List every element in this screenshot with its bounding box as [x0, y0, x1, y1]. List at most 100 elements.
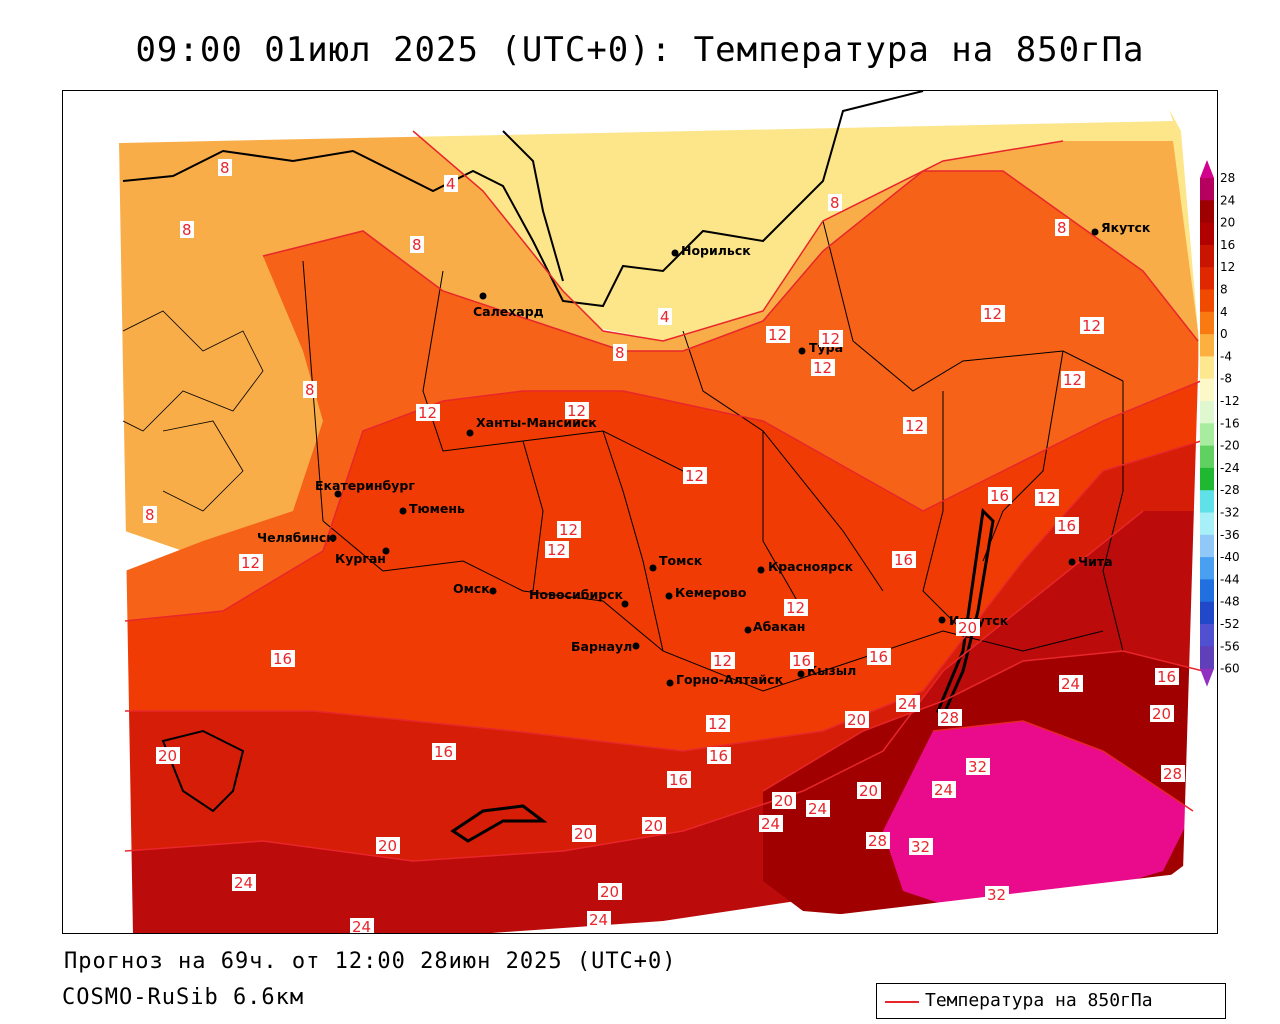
svg-text:12: 12	[983, 305, 1002, 323]
svg-text:8: 8	[830, 194, 840, 212]
svg-text:12: 12	[559, 521, 578, 539]
iso-label-24: 24	[1059, 675, 1083, 693]
iso-label-28: 28	[866, 832, 890, 850]
svg-text:Новосибирск: Новосибирск	[529, 587, 624, 602]
iso-label-4: 4	[658, 308, 672, 326]
iso-label-8: 8	[218, 159, 232, 177]
svg-text:8: 8	[305, 381, 315, 399]
svg-text:32: 32	[911, 838, 930, 856]
colorbar-tick-label: 20	[1220, 216, 1235, 230]
iso-label-12: 12	[557, 521, 581, 539]
iso-label-16: 16	[271, 650, 295, 668]
colorbar-tick-label: 4	[1220, 305, 1228, 319]
city-yakutsk: Якутск	[1091, 220, 1151, 236]
isotherm-16	[125, 440, 1202, 752]
svg-text:12: 12	[786, 599, 805, 617]
svg-text:20: 20	[378, 837, 397, 855]
colorbar-tick-label: -32	[1220, 506, 1240, 520]
temperature-map[interactable]: Норильск Якутск Салехард Тура Ханты-Манс…	[62, 90, 1218, 934]
colorbar-segment	[1200, 200, 1214, 224]
svg-text:20: 20	[859, 782, 878, 800]
colorbar-tick-label: 12	[1220, 260, 1235, 274]
iso-label-8: 8	[410, 236, 424, 254]
svg-text:20: 20	[600, 883, 619, 901]
svg-text:12: 12	[567, 402, 586, 420]
colorbar-segment	[1200, 467, 1214, 491]
svg-text:28: 28	[1163, 765, 1182, 783]
iso-label-12: 12	[706, 715, 730, 733]
svg-text:16: 16	[990, 487, 1009, 505]
iso-label-8: 8	[828, 194, 842, 212]
city-omsk: Омск	[453, 581, 497, 596]
colorbar-segment	[1200, 311, 1214, 335]
svg-text:16: 16	[1157, 668, 1176, 686]
iso-label-20: 20	[857, 782, 881, 800]
svg-text:16: 16	[792, 652, 811, 670]
svg-text:20: 20	[847, 711, 866, 729]
caspian-part	[161, 729, 245, 813]
svg-text:16: 16	[273, 650, 292, 668]
svg-text:12: 12	[418, 404, 437, 422]
iso-label-20: 20	[156, 747, 180, 765]
svg-text:24: 24	[808, 800, 827, 818]
legend-label: Температура на 850гПа	[925, 990, 1153, 1011]
svg-text:4: 4	[660, 308, 670, 326]
svg-text:24: 24	[761, 815, 780, 833]
iso-label-12: 12	[545, 541, 569, 559]
colorbar-tick-label: -56	[1220, 639, 1240, 653]
colorbar-tick-label: -44	[1220, 572, 1240, 586]
colorbar-tick-label: 16	[1220, 238, 1235, 252]
svg-text:12: 12	[813, 359, 832, 377]
iso-label-16: 16	[707, 747, 731, 765]
iso-label-16: 16	[1155, 668, 1179, 686]
svg-text:16: 16	[894, 551, 913, 569]
colorbar-svg: 28 24 20 16 12 8 4 0 -4 -8 -12 -16 -20 -24 -28 -32 -36 -4…	[1200, 160, 1240, 687]
svg-text:12: 12	[241, 554, 260, 572]
iso-label-12: 12	[683, 467, 707, 485]
iso-label-20: 20	[1150, 705, 1174, 723]
svg-text:4: 4	[446, 175, 456, 193]
svg-text:16: 16	[1057, 517, 1076, 535]
svg-text:Омск: Омск	[453, 581, 490, 596]
isotherm-24	[762, 650, 1204, 792]
iso-label-8: 8	[143, 506, 157, 524]
colorbar-tick-label: -36	[1220, 528, 1240, 542]
svg-text:20: 20	[958, 619, 977, 637]
svg-text:32: 32	[968, 758, 987, 776]
svg-text:16: 16	[669, 771, 688, 789]
city-kemerovo: Кемерово	[665, 585, 747, 600]
iso-label-20: 20	[772, 792, 796, 810]
city-krasnoyarsk: Красноярск	[757, 559, 854, 574]
svg-text:12: 12	[713, 652, 732, 670]
svg-text:12: 12	[1082, 317, 1101, 335]
svg-text:Екатеринбург: Екатеринбург	[315, 478, 415, 493]
isotherm-12	[124, 380, 1202, 622]
isotherm-8	[262, 170, 1199, 352]
city-novosibirsk: Новосибирск	[529, 587, 629, 608]
svg-text:24: 24	[898, 695, 917, 713]
colorbar-tick-label: -4	[1220, 349, 1232, 363]
svg-text:16: 16	[434, 743, 453, 761]
svg-text:16: 16	[869, 648, 888, 666]
svg-text:28: 28	[940, 709, 959, 727]
city-chelyabinsk: Челябинск	[257, 530, 337, 545]
iso-label-24: 24	[806, 800, 830, 818]
map-title: 09:00 01июл 2025 (UTC+0): Температура на…	[135, 30, 1145, 70]
iso-label-12: 12	[711, 652, 735, 670]
iso-label-8: 8	[303, 381, 317, 399]
svg-text:20: 20	[774, 792, 793, 810]
iso-label-24: 24	[759, 815, 783, 833]
city-tyumen: Тюмень	[399, 501, 465, 516]
svg-text:32: 32	[987, 886, 1006, 904]
iso-label-12: 12	[416, 404, 440, 422]
city-kurgan: Курган	[335, 547, 390, 566]
svg-text:8: 8	[615, 344, 625, 362]
legend-line-swatch	[885, 1001, 919, 1003]
iso-label-4: 4	[444, 175, 458, 193]
svg-text:28: 28	[868, 832, 887, 850]
svg-text:12: 12	[768, 326, 787, 344]
svg-text:Курган: Курган	[335, 551, 386, 566]
colorbar-segment	[1200, 601, 1214, 625]
svg-text:Челябинск: Челябинск	[257, 530, 335, 545]
city-norilsk: Норильск	[671, 243, 751, 258]
